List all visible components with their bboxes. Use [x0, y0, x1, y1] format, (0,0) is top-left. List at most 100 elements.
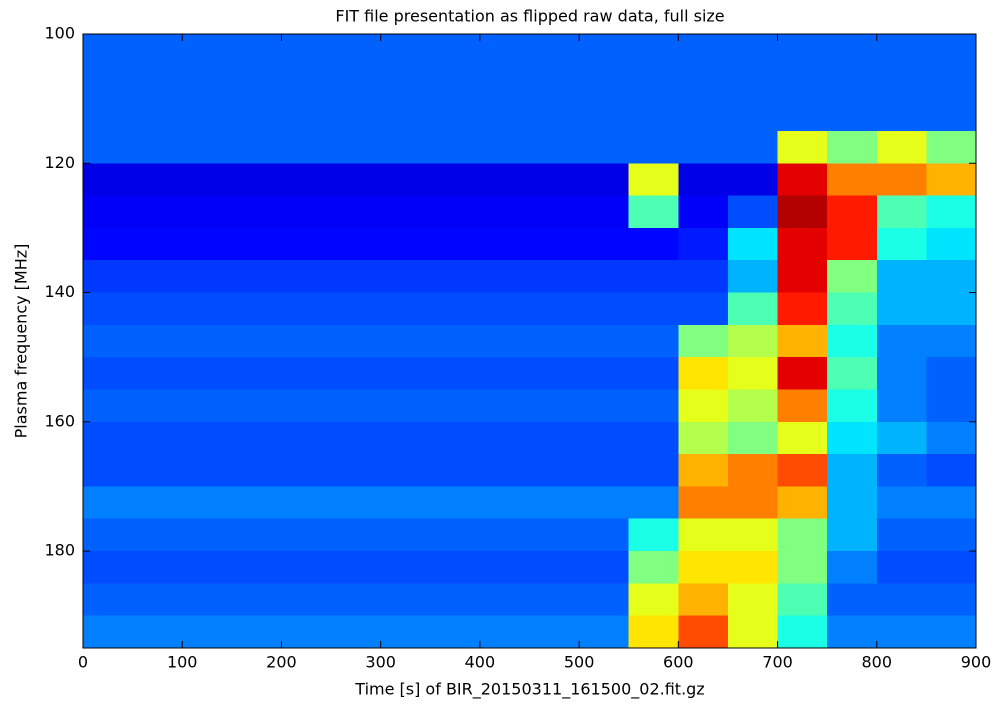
heatmap-cell [579, 98, 630, 132]
heatmap-cell [182, 324, 233, 358]
heatmap-cell [529, 292, 580, 326]
heatmap-cell [827, 389, 878, 423]
heatmap-cell [777, 357, 828, 390]
heatmap-cell [380, 583, 431, 617]
heatmap-cell [182, 389, 233, 423]
heatmap-cell [777, 551, 828, 584]
heatmap-cell [827, 324, 878, 358]
heatmap-cell [182, 227, 233, 261]
heatmap-cell [331, 195, 382, 229]
heatmap-cell [926, 324, 977, 358]
heatmap-cell [479, 260, 530, 294]
x-tick-label: 800 [862, 653, 893, 672]
heatmap-cell [182, 260, 233, 294]
heatmap-cell [727, 421, 779, 455]
heatmap-cell [281, 130, 332, 164]
heatmap-cell [827, 551, 878, 584]
heatmap-cell [132, 292, 183, 326]
heatmap-cell [281, 66, 332, 100]
y-axis-label: Plasma frequency [MHz] [12, 244, 31, 439]
heatmap-cell [83, 518, 134, 552]
heatmap-cell [579, 486, 630, 520]
heatmap-cell [380, 163, 431, 197]
heatmap-cell [876, 518, 927, 552]
heatmap-cell [827, 195, 878, 229]
y-tick-label: 180 [44, 541, 75, 560]
heatmap-cell [876, 551, 927, 584]
heatmap-cell [231, 421, 282, 455]
heatmap-cell [479, 421, 530, 455]
heatmap-cell [876, 66, 927, 100]
heatmap-cell [331, 454, 382, 487]
heatmap-cell [727, 98, 779, 132]
heatmap-cell [132, 615, 183, 649]
heatmap-cell [727, 292, 779, 326]
heatmap-cell [876, 389, 927, 423]
heatmap-cell [380, 518, 431, 552]
heatmap-cell [777, 615, 828, 649]
heatmap-cell [231, 260, 282, 294]
heatmap-cell [827, 227, 878, 261]
heatmap-cell [827, 486, 878, 520]
heatmap-cell [529, 195, 580, 229]
heatmap-cell [231, 583, 282, 617]
heatmap-cell [132, 357, 183, 390]
heatmap-cell [827, 260, 878, 294]
heatmap-cell [579, 389, 630, 423]
heatmap-cell [777, 163, 828, 197]
heatmap-cell [132, 34, 183, 67]
heatmap-cell [331, 389, 382, 423]
heatmap-cell [132, 260, 183, 294]
heatmap-cell [827, 163, 878, 197]
heatmap-cell [579, 260, 630, 294]
heatmap-cell [380, 98, 431, 132]
heatmap-cell [628, 260, 679, 294]
heatmap-cell [380, 551, 431, 584]
heatmap-cell [727, 34, 779, 67]
heatmap-cell [430, 615, 481, 649]
heatmap-cell [182, 163, 233, 197]
x-tick-label: 900 [961, 653, 992, 672]
heatmap-cell [529, 583, 580, 617]
heatmap-cell [182, 195, 233, 229]
heatmap-cell [83, 615, 134, 649]
heatmap-cell [678, 292, 729, 326]
heatmap-cell [579, 357, 630, 390]
heatmap-cell [529, 486, 580, 520]
heatmap-cell [628, 518, 679, 552]
heatmap-cell [529, 357, 580, 390]
heatmap-cell [281, 518, 332, 552]
heatmap-cell [430, 130, 481, 164]
heatmap-cell [231, 195, 282, 229]
heatmap-cell [876, 486, 927, 520]
heatmap-cell [579, 195, 630, 229]
heatmap-cell [678, 163, 729, 197]
heatmap-cell [876, 583, 927, 617]
heatmap-cell [628, 486, 679, 520]
heatmap-cell [132, 454, 183, 487]
heatmap-cell [529, 518, 580, 552]
heatmap-cell [876, 454, 927, 487]
heatmap-cell [182, 583, 233, 617]
heatmap-cell [430, 551, 481, 584]
heatmap-cell [380, 34, 431, 67]
heatmap-cell [678, 227, 729, 261]
heatmap-cell [231, 66, 282, 100]
heatmap-cell [628, 98, 679, 132]
heatmap-cell [479, 551, 530, 584]
heatmap-cell [83, 130, 134, 164]
heatmap-cell [628, 583, 679, 617]
heatmap-cell [926, 98, 977, 132]
heatmap-cell [132, 130, 183, 164]
heatmap-cell [777, 130, 828, 164]
heatmap-cell [231, 34, 282, 67]
heatmap-cell [926, 195, 977, 229]
heatmap-cell [678, 583, 729, 617]
heatmap-cell [727, 324, 779, 358]
x-tick-label: 0 [78, 653, 88, 672]
heatmap-cell [678, 615, 729, 649]
heatmap-cell [827, 454, 878, 487]
heatmap-cell [281, 454, 332, 487]
heatmap-cell [479, 130, 530, 164]
heatmap-cell [727, 195, 779, 229]
